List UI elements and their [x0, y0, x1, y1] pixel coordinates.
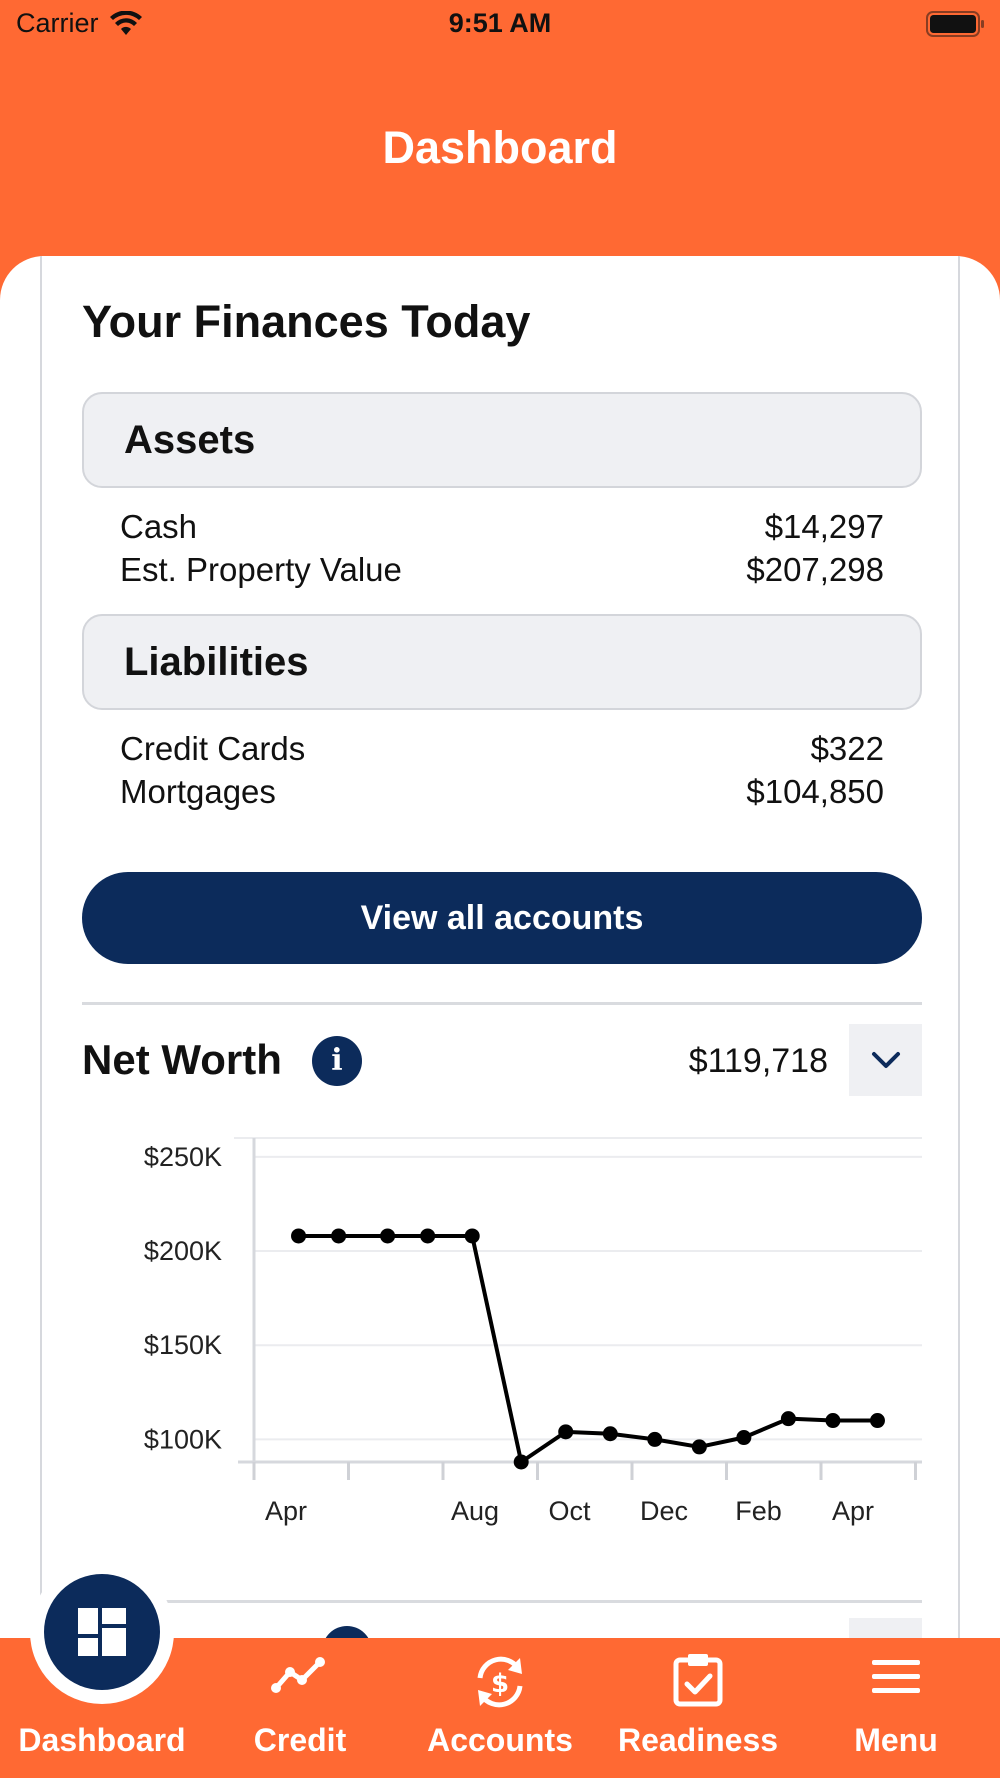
tab-dashboard[interactable]: Dashboard: [0, 1638, 204, 1778]
x-tick-label: Feb: [735, 1496, 782, 1526]
liabilities-label: Liabilities: [124, 640, 309, 684]
tab-credit[interactable]: Credit: [204, 1638, 396, 1778]
y-tick-label: $200K: [144, 1236, 222, 1266]
credit-trend-icon: [271, 1657, 325, 1693]
asset-name: Est. Property Value: [120, 551, 402, 588]
tab-label: Readiness: [617, 1722, 779, 1758]
net-worth-value: $119,718: [688, 1042, 828, 1080]
x-tick-label: Apr: [265, 1496, 307, 1526]
asset-value: $14,297: [764, 508, 884, 545]
x-tick-label: Oct: [548, 1496, 591, 1526]
hamburger-menu-icon: [872, 1660, 920, 1693]
tab-label: Credit: [253, 1722, 347, 1758]
tab-accounts[interactable]: $ Accounts: [396, 1638, 604, 1778]
liability-name: Credit Cards: [120, 730, 306, 767]
battery-icon: [926, 11, 984, 37]
carrier-indicator: Carrier: [16, 8, 143, 39]
liability-value: $322: [810, 730, 884, 767]
data-point: [291, 1228, 307, 1244]
asset-row-cash: Cash $14,297: [120, 508, 884, 546]
x-tick-label: Dec: [640, 1496, 688, 1526]
data-point: [380, 1228, 396, 1244]
view-all-accounts-button[interactable]: View all accounts: [82, 872, 922, 964]
chevron-down-icon: [872, 1052, 900, 1068]
clipboard-check-icon: [673, 1654, 723, 1707]
status-bar: Carrier 9:51 AM: [0, 0, 1000, 50]
liability-row-credit-cards: Credit Cards $322: [120, 730, 884, 768]
asset-name: Cash: [120, 508, 198, 545]
x-tick-label: Apr: [832, 1496, 874, 1526]
svg-text:$: $: [491, 1669, 509, 1699]
data-point: [736, 1430, 752, 1446]
net-worth-title: Net Worth: [82, 1036, 282, 1083]
data-point: [464, 1228, 480, 1244]
tab-label: Accounts: [427, 1722, 573, 1758]
tab-label: Dashboard: [18, 1722, 186, 1758]
data-point: [869, 1413, 885, 1429]
tab-readiness[interactable]: Readiness: [604, 1638, 792, 1778]
liabilities-header[interactable]: Liabilities: [82, 614, 922, 710]
section-divider: [82, 1600, 922, 1603]
tab-menu[interactable]: Menu: [792, 1638, 1000, 1778]
dashboard-fab-button[interactable]: [44, 1574, 160, 1690]
data-point: [825, 1413, 841, 1429]
liability-name: Mortgages: [120, 773, 276, 810]
asset-value: $207,298: [746, 551, 884, 588]
assets-label: Assets: [124, 418, 256, 462]
liability-row-mortgages: Mortgages $104,850: [120, 773, 884, 811]
data-point: [331, 1228, 347, 1244]
wifi-icon: [109, 10, 142, 35]
asset-row-property: Est. Property Value $207,298: [120, 551, 884, 589]
tab-label: Menu: [854, 1722, 938, 1758]
net-worth-series-line: [298, 1233, 878, 1464]
net-worth-chart: $250K$200K$150K$100KAprAugOctDecFebAprJu…: [144, 1137, 922, 1526]
net-worth-dropdown-button[interactable]: [849, 1024, 922, 1096]
finances-title: Your Finances Today: [82, 296, 531, 347]
data-point: [780, 1411, 796, 1427]
info-icon[interactable]: i: [312, 1036, 362, 1086]
data-point: [647, 1431, 663, 1447]
data-point: [691, 1439, 707, 1455]
data-point: [602, 1426, 618, 1442]
data-point: [420, 1228, 436, 1244]
finances-card: Your Finances Today Assets Cash $14,297 …: [40, 256, 960, 1696]
status-time: 9:51 AM: [448, 8, 552, 38]
y-tick-label: $250K: [144, 1142, 222, 1172]
liability-value: $104,850: [746, 773, 884, 810]
page-title: Dashboard: [382, 122, 618, 173]
accounts-sync-icon: $: [477, 1656, 523, 1708]
y-tick-label: $100K: [144, 1424, 222, 1454]
dashboard-icon: [78, 1608, 126, 1656]
x-tick-label: Aug: [451, 1496, 499, 1526]
y-tick-label: $150K: [144, 1330, 222, 1360]
assets-header[interactable]: Assets: [82, 392, 922, 488]
carrier-label: Carrier: [16, 8, 99, 38]
data-point: [558, 1424, 574, 1440]
section-divider: [82, 1002, 922, 1005]
data-point: [513, 1454, 529, 1470]
